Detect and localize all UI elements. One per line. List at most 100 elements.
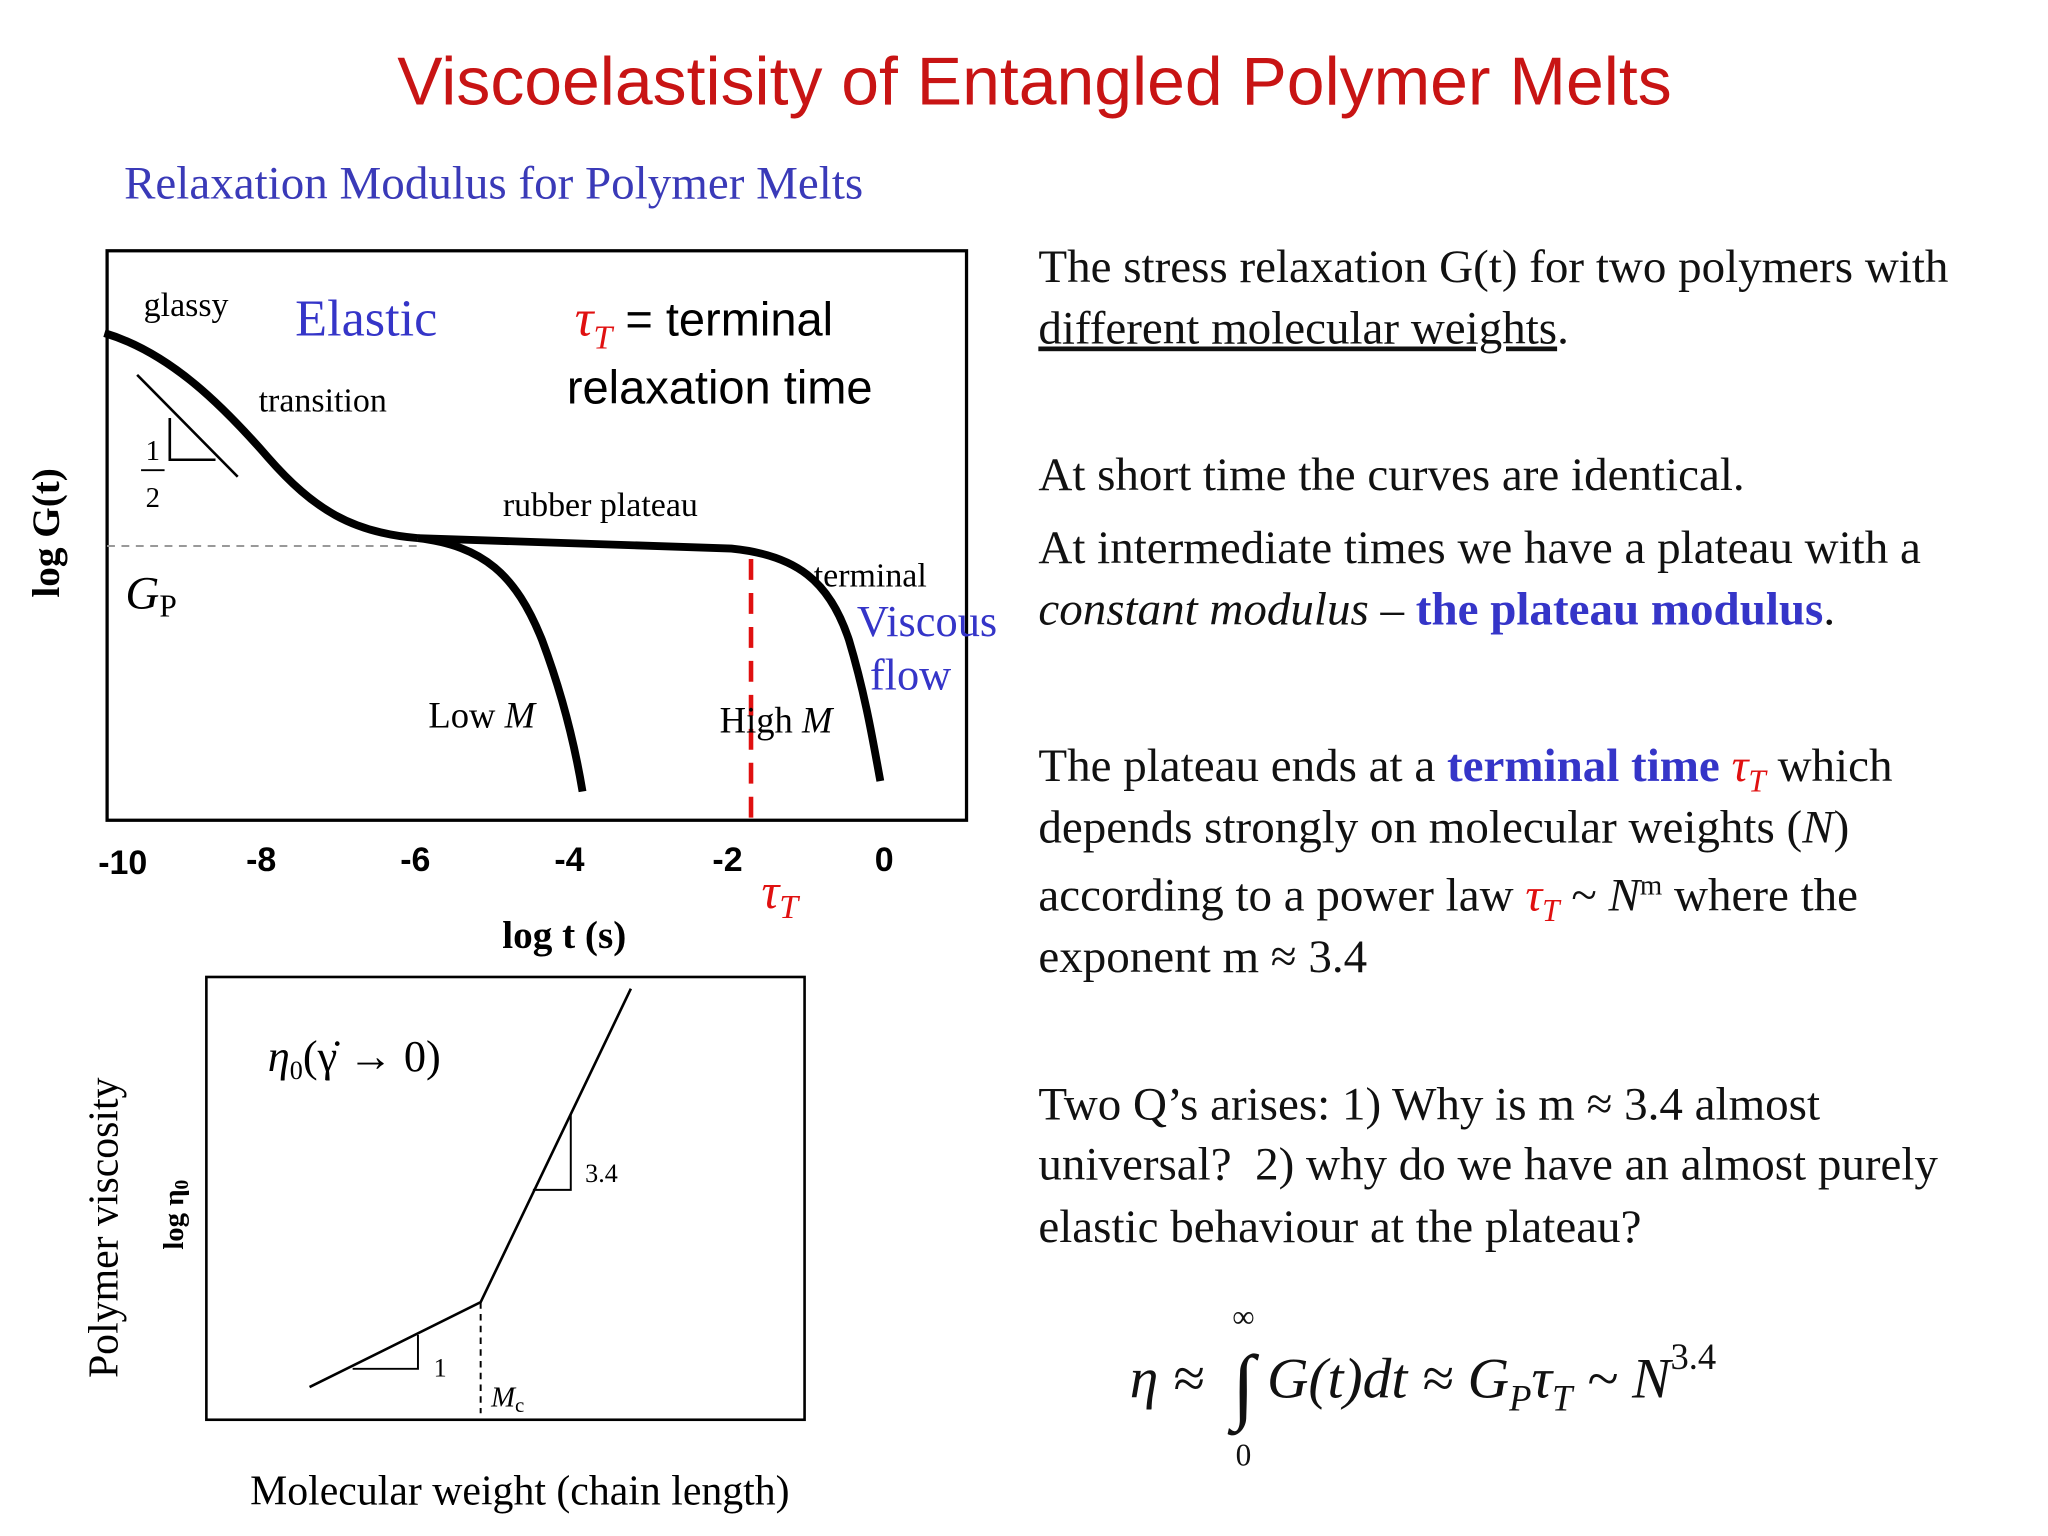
text-line: The stress relaxation G(t) for two polym… bbox=[1038, 241, 1948, 293]
text-line: The plateau ends at a terminal time τT w… bbox=[1038, 740, 1892, 798]
text-span: – bbox=[1369, 583, 1416, 635]
text-line: universal? 2) why do we have an almost p… bbox=[1038, 1138, 1938, 1190]
low-m-curve bbox=[417, 534, 587, 793]
text-span: ~ bbox=[1560, 869, 1609, 921]
text-span: τ bbox=[1531, 1348, 1554, 1411]
elastic-label: Elastic bbox=[295, 290, 437, 348]
relaxation-figure: 1 2 glassy Elastic τT = terminal relaxat… bbox=[25, 249, 997, 957]
x-tick-label: -2 bbox=[712, 841, 742, 879]
slope-denominator: 2 bbox=[146, 482, 160, 514]
y-axis-label: log G(t) bbox=[25, 468, 68, 597]
equation: η ≈ ∞ ∫ 0 G(t)dt ≈ GPτT ~ N3.4 bbox=[1130, 1299, 1716, 1472]
integral-lower: 0 bbox=[1236, 1437, 1252, 1472]
text-span: T bbox=[779, 889, 800, 926]
slope-triangle bbox=[168, 417, 216, 462]
text-span: τ bbox=[575, 290, 596, 348]
slope-triangle bbox=[532, 1114, 572, 1191]
text-span: η bbox=[268, 1031, 290, 1081]
slope-numerator: 1 bbox=[146, 435, 160, 467]
text-line: depends strongly on molecular weights (N… bbox=[1038, 801, 1849, 853]
critical-mass: Mc bbox=[490, 1382, 524, 1417]
text-span: M bbox=[504, 695, 538, 736]
text-span: τ bbox=[1732, 740, 1751, 792]
slope-label: 3.4 bbox=[585, 1159, 618, 1188]
frame bbox=[205, 975, 806, 1422]
text-span: 3.4 bbox=[1671, 1336, 1717, 1377]
subtitle: Relaxation Modulus for Polymer Melts bbox=[124, 158, 863, 210]
explanation: The stress relaxation G(t) for two polym… bbox=[1038, 241, 1948, 1253]
text-line: different molecular weights. bbox=[1038, 303, 1569, 355]
text-span: T bbox=[1542, 893, 1562, 928]
text-span: T bbox=[1748, 764, 1768, 799]
text-span: c bbox=[515, 1393, 524, 1417]
region-label: transition bbox=[259, 382, 387, 419]
viscosity-figure: 1 3.4 Mc η0(γ̇ → 0) log η0 Polymer visco… bbox=[82, 975, 806, 1515]
text-span: G(t)dt ≈ G bbox=[1267, 1348, 1509, 1411]
text-span: ~ N bbox=[1572, 1348, 1673, 1411]
text-span: which bbox=[1766, 740, 1893, 792]
text-span: the plateau modulus bbox=[1416, 583, 1824, 635]
x-tick-label: -4 bbox=[554, 841, 584, 879]
x-axis-label: log t (s) bbox=[502, 914, 626, 957]
text-span: depends strongly on molecular weights ( bbox=[1038, 801, 1802, 853]
text-span: Low bbox=[428, 695, 504, 736]
text-span: (γ̇ → 0) bbox=[303, 1031, 441, 1081]
text-span: terminal time bbox=[1447, 740, 1720, 792]
inner-y-label: log η0 bbox=[158, 1179, 193, 1249]
x-ticks: -10 -8 -6 -4 -2 0 bbox=[98, 841, 893, 882]
region-label: glassy bbox=[144, 287, 229, 324]
curve-label: High M bbox=[720, 700, 835, 741]
text-line: Two Q’s arises: 1) Why is m ≈ 3.4 almost bbox=[1038, 1078, 1820, 1130]
text-span: where the bbox=[1662, 869, 1858, 921]
text-span: different molecular weights bbox=[1038, 303, 1557, 355]
x-tick-label: -10 bbox=[98, 844, 147, 882]
text-span: T bbox=[593, 320, 614, 357]
viscous-flow-label: Viscous bbox=[857, 596, 997, 646]
tau-marker: τT bbox=[761, 864, 800, 926]
text-span: N bbox=[1608, 869, 1643, 921]
text-span: N bbox=[1801, 801, 1836, 853]
tau-definition: τT = terminal bbox=[575, 290, 833, 357]
text-span: ) bbox=[1834, 801, 1850, 853]
text-span: 0 bbox=[290, 1056, 303, 1085]
text-span: M bbox=[801, 700, 835, 741]
text-span: constant modulus bbox=[1038, 583, 1368, 635]
text-span: log η bbox=[158, 1189, 190, 1249]
slope-triangle bbox=[352, 1334, 419, 1370]
text-span: m bbox=[1640, 870, 1662, 902]
text-line: At short time the curves are identical. bbox=[1038, 449, 1744, 501]
text-span: . bbox=[1557, 303, 1569, 355]
x-tick-label: 0 bbox=[875, 841, 894, 879]
text-span: G bbox=[125, 568, 159, 620]
text-span: M bbox=[490, 1382, 517, 1414]
integral-upper: ∞ bbox=[1232, 1299, 1254, 1334]
text-span: = terminal bbox=[612, 293, 833, 346]
text-span: . bbox=[1823, 583, 1835, 635]
curve-label: Low M bbox=[428, 695, 537, 736]
integral-sign: ∫ bbox=[1227, 1340, 1260, 1436]
viscous-flow-label: flow bbox=[870, 650, 951, 700]
text-line: exponent m ≈ 3.4 bbox=[1038, 931, 1367, 983]
text-span: 0 bbox=[172, 1179, 193, 1189]
text-span: P bbox=[1508, 1378, 1531, 1419]
region-label: terminal bbox=[814, 557, 927, 594]
text-span: The plateau ends at a bbox=[1038, 740, 1447, 792]
text-line: according to a power law τT ~ Nm where t… bbox=[1038, 869, 1858, 927]
title: Viscoelastisity of Entangled Polymer Mel… bbox=[397, 44, 1671, 119]
region-label: rubber plateau bbox=[503, 487, 698, 524]
text-span: τ bbox=[761, 864, 781, 919]
common-curve bbox=[103, 329, 419, 543]
viscosity-formula: η0(γ̇ → 0) bbox=[268, 1031, 441, 1085]
text-span: according to a power law bbox=[1038, 869, 1525, 921]
equation-rhs: G(t)dt ≈ GPτT ~ N3.4 bbox=[1267, 1336, 1716, 1419]
slope-label: 1 bbox=[434, 1354, 447, 1383]
frame bbox=[105, 249, 969, 822]
text-span: T bbox=[1552, 1378, 1575, 1419]
x-tick-label: -8 bbox=[246, 841, 276, 879]
x-tick-label: -6 bbox=[400, 841, 430, 879]
text-line: constant modulus – the plateau modulus. bbox=[1038, 583, 1835, 635]
